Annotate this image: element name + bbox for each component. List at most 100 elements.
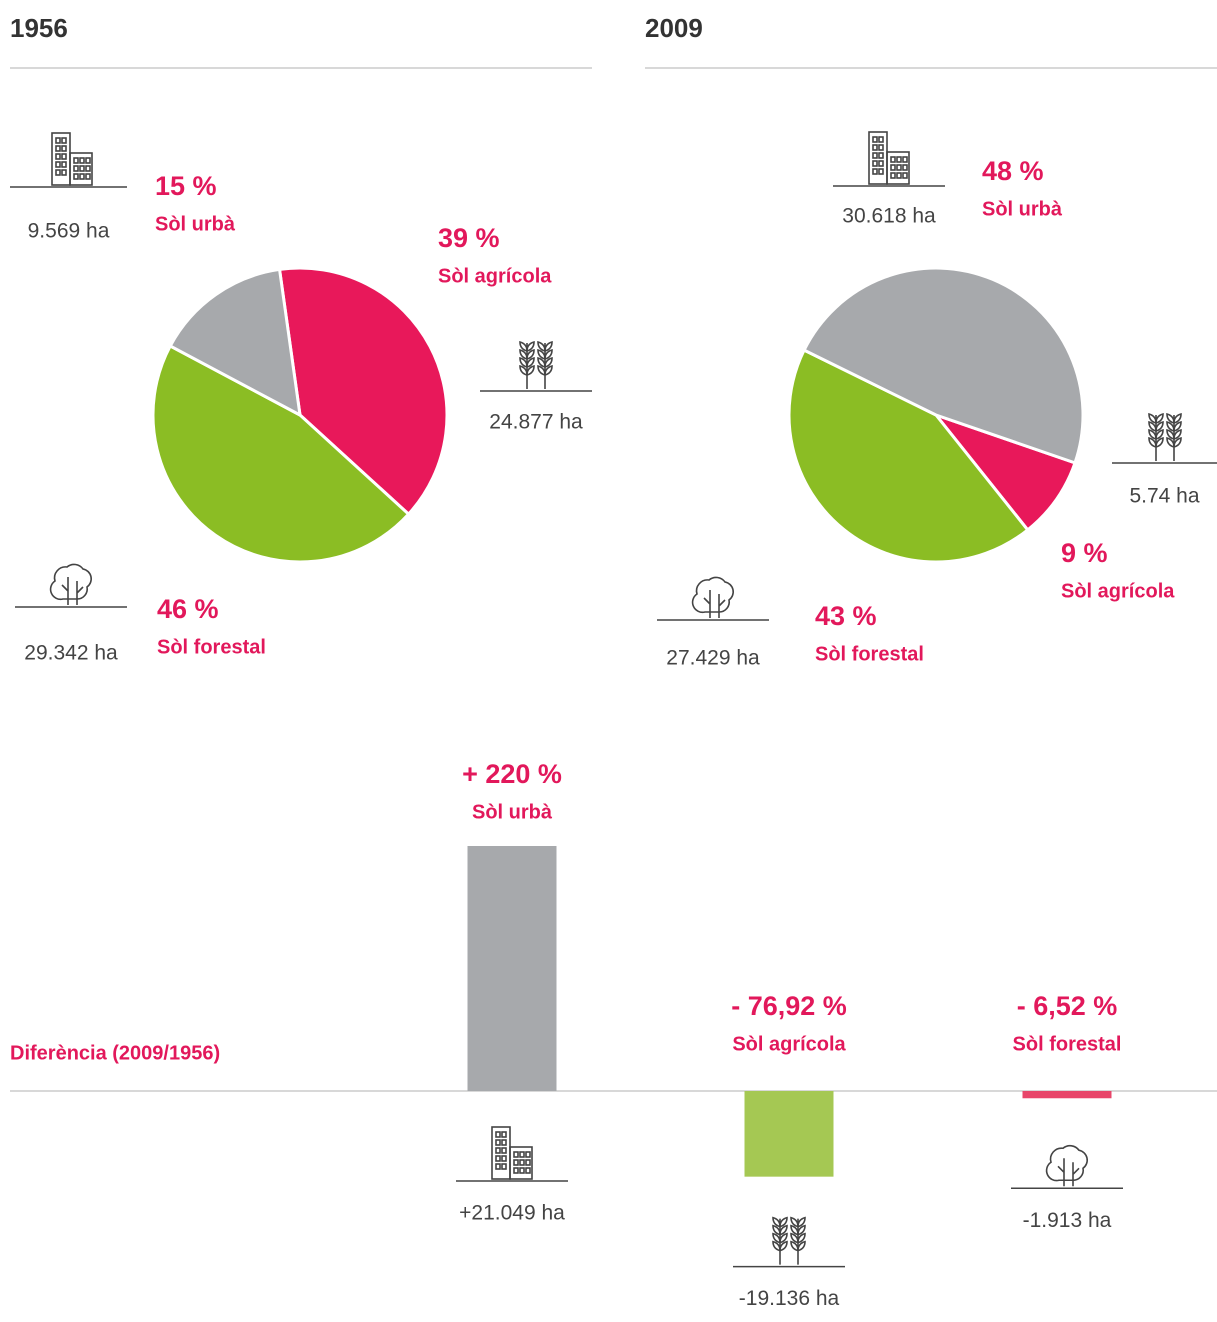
icon [1148,412,1182,461]
icon-part [501,1131,507,1138]
icon-part [872,136,878,143]
icon-part [495,1139,501,1146]
icon-part [902,156,908,163]
icon-part [537,356,553,368]
icon-part [890,156,896,163]
pie-title: 2009 [645,13,703,43]
icon-part [790,1240,806,1252]
category-label: Sòl urbà [155,213,236,235]
icon-part [872,144,878,151]
area-label: 29.342 ha [24,642,118,665]
pie-title: 1956 [10,13,68,43]
value-label: 15 % [155,171,217,201]
icon-part [1148,428,1164,440]
area-label: +21.049 ha [459,1202,565,1225]
icon-part [890,164,896,171]
icon-part [55,153,61,160]
icon-part [495,1163,501,1170]
pie-slice [151,343,411,564]
icon-part [1166,436,1182,448]
icon-part [495,1131,501,1138]
area-label: 27.429 ha [666,647,760,670]
icon-part [872,160,878,167]
icon-part [1166,412,1182,424]
icon [772,1216,806,1265]
bar [467,846,557,1091]
icon [1045,1144,1088,1187]
icon-part [509,1146,533,1180]
icon-part [73,157,79,164]
icon-part [85,165,91,172]
icon-part [872,152,878,159]
icon-part [872,168,878,175]
icon-part [61,169,67,176]
icon-part [902,172,908,179]
icon-part [525,1159,531,1166]
icon-part [878,160,884,167]
icon-part [525,1151,531,1158]
icon-part [537,364,553,376]
icon-part [1057,1158,1080,1187]
icon-part [868,131,888,185]
icon-part [772,1216,788,1228]
value-label: - 76,92 % [731,991,847,1021]
category-label: Sòl agrícola [732,1033,846,1055]
icon-part [55,161,61,168]
icon-part [878,144,884,151]
icon-part [519,340,535,352]
icon-part [703,590,726,618]
category-label: Sòl forestal [1013,1033,1122,1055]
icon-part [519,1151,525,1158]
category-label: Sòl urbà [982,198,1063,220]
category-label: Sòl urbà [472,801,553,823]
bar [1022,1091,1112,1099]
bar-title: Diferència (2009/1956) [10,1042,220,1064]
icon-part [537,348,553,360]
icon-part [61,161,67,168]
icon-part [51,132,71,186]
category-label: Sòl agrícola [438,265,552,287]
icon-part [73,173,79,180]
icon-part [519,364,535,376]
icon-part [61,153,67,160]
value-label: + 220 % [462,759,562,789]
icon-part [55,145,61,152]
icon-part [519,356,535,368]
icon-part [790,1232,806,1244]
icon-part [61,145,67,152]
icon [51,132,93,186]
value-label: 9 % [1061,538,1108,568]
icon-part [61,577,84,605]
icon-part [73,165,79,172]
category-label: Sòl forestal [157,636,266,658]
pie-slice [168,267,302,418]
icon-part [85,157,91,164]
icon-part [501,1139,507,1146]
icon-part [519,1159,525,1166]
area-label: 5.74 ha [1129,485,1199,508]
icon-part [790,1224,806,1236]
area-label: 9.569 ha [28,220,110,243]
icon-part [537,340,553,352]
icon-part [1148,436,1164,448]
icon-part [55,137,61,144]
icon-part [501,1147,507,1154]
icon-part [513,1167,519,1174]
value-label: 43 % [815,601,877,631]
icon-part [896,156,902,163]
icon-part [55,169,61,176]
pie-slice [931,411,1077,532]
icon-part [1166,428,1182,440]
bar [744,1091,834,1177]
value-label: 46 % [157,594,219,624]
icon-part [896,172,902,179]
area-label: 24.877 ha [489,411,583,434]
pie-slice [802,266,1085,465]
icon-part [519,1167,525,1174]
icon-part [79,157,85,164]
icon-part [501,1155,507,1162]
icon-part [491,1126,511,1180]
icon [519,340,553,389]
value-label: 39 % [438,223,500,253]
